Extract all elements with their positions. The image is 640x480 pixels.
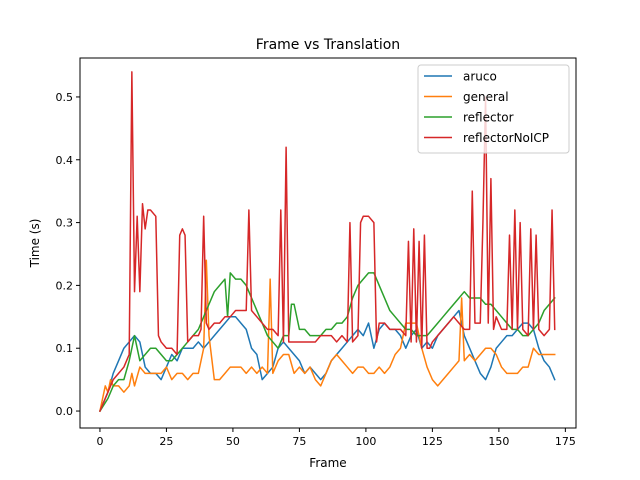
- y-tick-label: 0.5: [56, 91, 74, 104]
- y-tick-label: 0.2: [56, 279, 74, 292]
- legend-label-reflector: reflector: [463, 111, 514, 125]
- x-tick-label: 25: [159, 435, 173, 448]
- x-tick-label: 100: [355, 435, 376, 448]
- x-tick-label: 75: [292, 435, 306, 448]
- plot-frame: [79, 57, 577, 429]
- legend-label-reflectorNoICP: reflectorNoICP: [463, 131, 549, 145]
- x-axis: 0 25 50 75 100 125 150 175: [96, 428, 576, 448]
- y-tick-label: 0.1: [56, 342, 74, 355]
- x-tick-label: 175: [555, 435, 576, 448]
- y-axis: 0.0 0.1 0.2 0.3 0.4 0.5: [56, 91, 80, 418]
- x-axis-label: Frame: [309, 456, 346, 470]
- x-tick-label: 125: [422, 435, 443, 448]
- chart-title: Frame vs Translation: [256, 37, 400, 53]
- legend: aruco general reflector reflectorNoICP: [417, 64, 570, 154]
- y-tick-label: 0.4: [56, 154, 74, 167]
- legend-label-general: general: [463, 90, 509, 104]
- series-layer: [98, 71, 556, 413]
- x-tick-label: 50: [226, 435, 240, 448]
- y-tick-label: 0.0: [56, 405, 74, 418]
- series-line-general: [99, 259, 556, 412]
- legend-label-aruco: aruco: [463, 70, 497, 84]
- x-tick-label: 0: [96, 435, 103, 448]
- y-tick-label: 0.3: [56, 217, 74, 230]
- series-line-reflectorNoICP: [98, 71, 556, 413]
- y-axis-label: Time (s): [28, 219, 42, 269]
- x-tick-label: 150: [488, 435, 509, 448]
- series-line-reflector: [98, 272, 556, 413]
- legend-box: [417, 64, 570, 154]
